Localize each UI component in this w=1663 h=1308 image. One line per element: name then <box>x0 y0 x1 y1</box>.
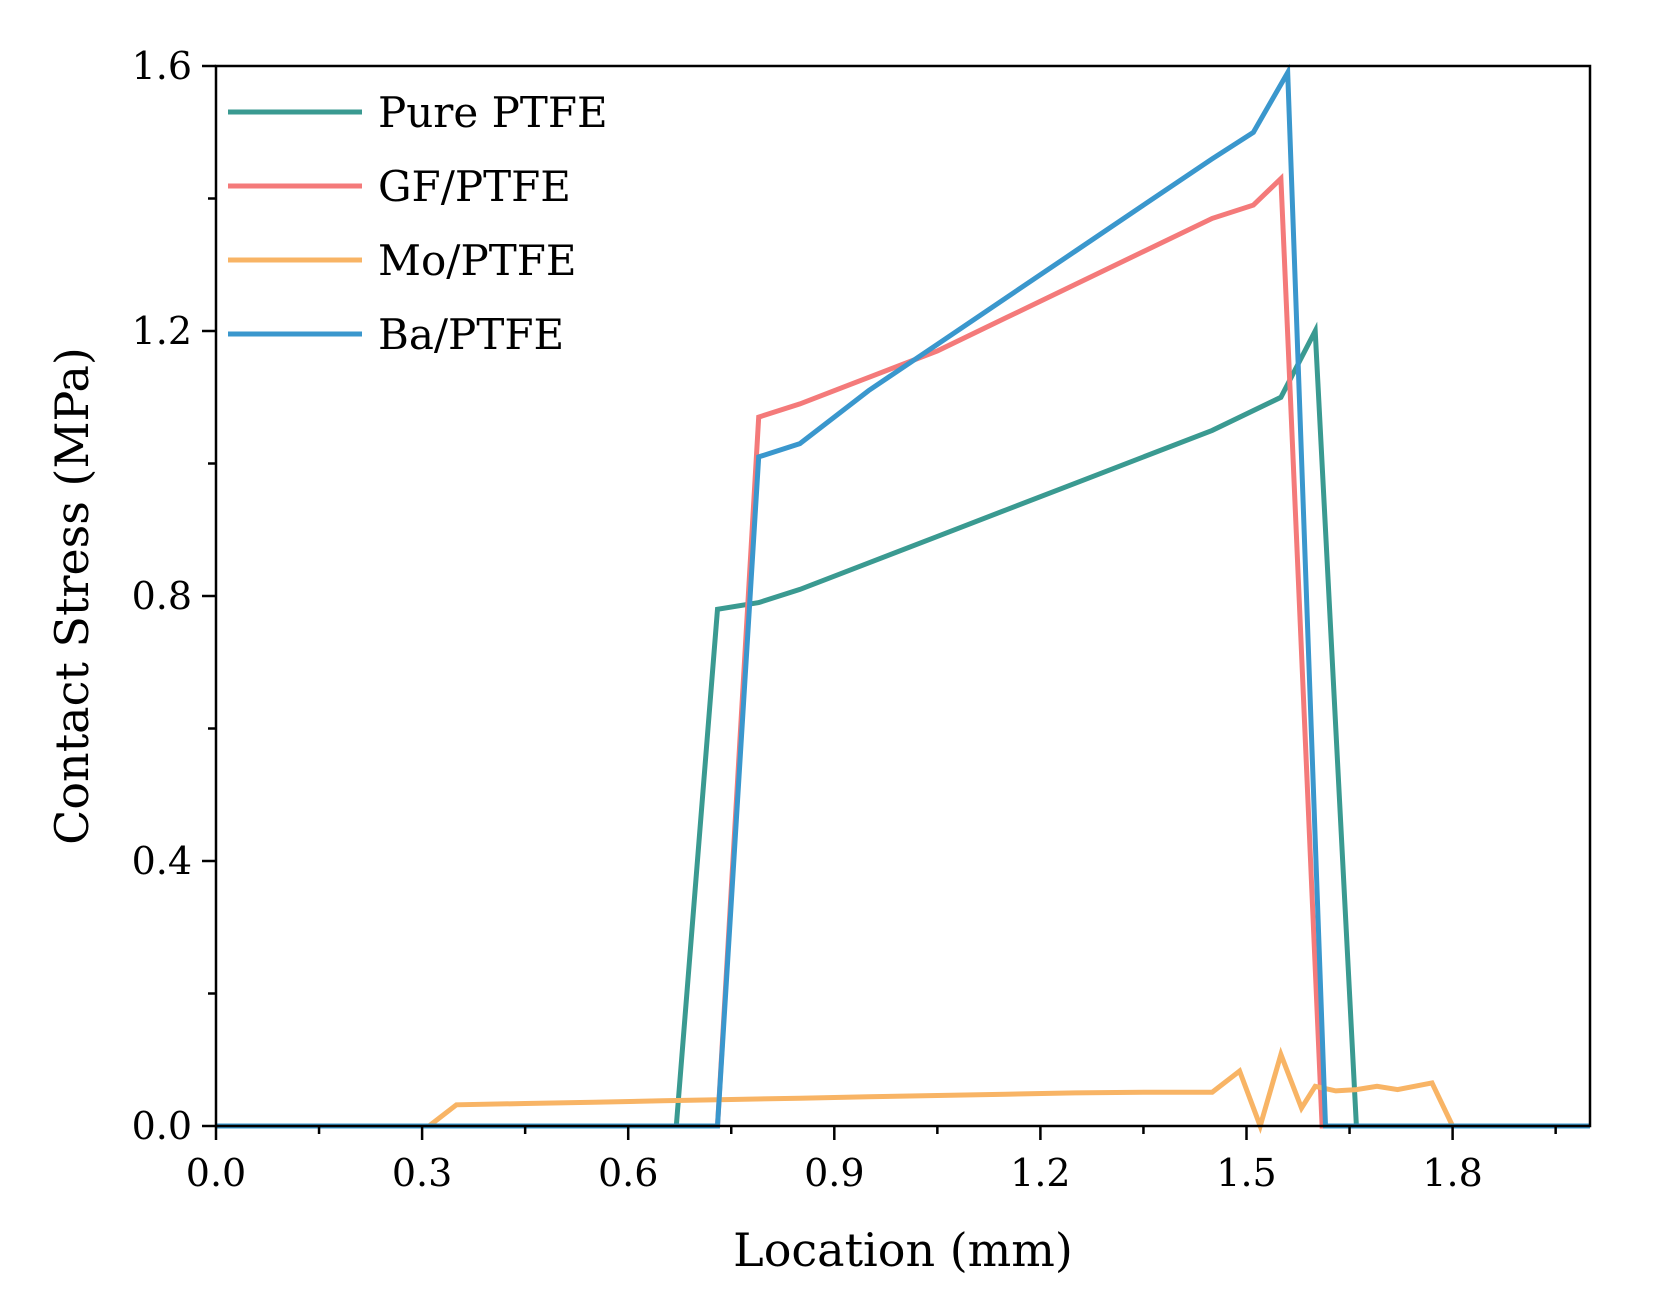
y-tick-label: 1.6 <box>132 44 192 88</box>
series-line-pure-ptfe <box>216 321 1590 1129</box>
y-tick-label: 0.0 <box>132 1104 192 1148</box>
x-tick-label: 0.9 <box>804 1151 864 1195</box>
y-tick-label: 1.2 <box>132 309 192 353</box>
y-tick-label: 0.4 <box>132 839 192 883</box>
tick-layer: 0.0 0.3 0.6 0.9 1.2 1.5 1.8 0.0 0.4 0.8 1.2 1.6 <box>132 44 1557 1195</box>
x-axis-title: Location (mm) <box>733 1223 1073 1277</box>
x-tick-label: 1.2 <box>1010 1151 1070 1195</box>
y-axis-title: Contact Stress (MPa) <box>45 347 99 845</box>
series-layer <box>216 63 1590 1134</box>
legend-label-pure-ptfe: Pure PTFE <box>378 88 608 137</box>
series-line-mo-ptfe <box>216 1046 1590 1134</box>
y-tick-label: 0.8 <box>132 574 192 618</box>
x-tick-label: 0.3 <box>392 1151 452 1195</box>
series-line-gf-ptfe <box>216 172 1590 1129</box>
plot-frame <box>214 64 1592 1128</box>
legend-label-gf-ptfe: GF/PTFE <box>378 162 571 211</box>
legend: Pure PTFE GF/PTFE Mo/PTFE Ba/PTFE <box>228 88 608 359</box>
x-tick-label: 1.5 <box>1216 1151 1276 1195</box>
x-tick-label: 1.8 <box>1422 1151 1482 1195</box>
series-line-ba-ptfe <box>216 63 1590 1129</box>
legend-label-ba-ptfe: Ba/PTFE <box>378 310 564 359</box>
x-tick-label: 0.6 <box>598 1151 658 1195</box>
legend-label-mo-ptfe: Mo/PTFE <box>378 236 577 285</box>
x-tick-label: 0.0 <box>186 1151 246 1195</box>
